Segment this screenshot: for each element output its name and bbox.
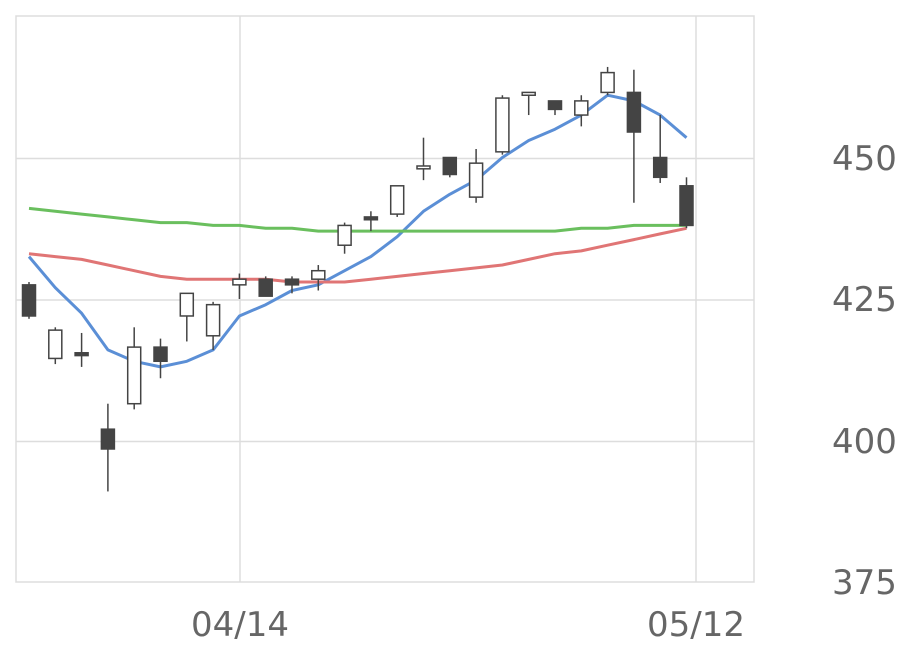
- candle: [205, 301, 221, 350]
- candle: [21, 282, 37, 319]
- candle: [600, 66, 615, 96]
- candle: [442, 156, 458, 178]
- candle-body: [442, 156, 458, 176]
- candle: [179, 292, 195, 342]
- grid: [16, 16, 754, 582]
- candle: [626, 69, 642, 203]
- candle-body: [284, 278, 300, 286]
- line-ma-long: [28, 206, 687, 233]
- x-tick-label-05-12: 05/12: [647, 605, 745, 645]
- line-ma-mid: [28, 226, 687, 284]
- candle: [48, 327, 63, 365]
- candle: [574, 95, 589, 127]
- candle: [153, 338, 168, 379]
- candle-body: [21, 284, 37, 317]
- y-tick-label-400: 400: [832, 422, 897, 462]
- candle-body: [153, 346, 168, 363]
- y-tick-label-425: 425: [832, 280, 897, 320]
- y-axis-labels: 450 425 400 375: [832, 139, 897, 603]
- plot-area: [15, 15, 755, 583]
- candle: [100, 403, 116, 492]
- candle: [363, 211, 379, 232]
- candle: [547, 100, 563, 116]
- candle: [495, 95, 510, 155]
- candle: [126, 327, 142, 410]
- candle-body: [311, 269, 326, 280]
- candle: [337, 222, 352, 254]
- candle-body: [232, 278, 247, 286]
- candle: [416, 137, 431, 181]
- candle: [284, 276, 300, 294]
- candle: [521, 91, 536, 116]
- candle-body: [416, 165, 431, 170]
- candle: [258, 276, 273, 297]
- candle-body: [258, 278, 273, 297]
- candles: [21, 66, 694, 492]
- candle-body: [363, 216, 379, 221]
- candle: [652, 115, 668, 183]
- x-axis-labels: 04/14 05/12: [191, 605, 745, 645]
- candle-body: [468, 162, 484, 198]
- candle: [468, 149, 484, 203]
- candle: [389, 185, 405, 217]
- candle: [311, 265, 326, 291]
- y-tick-label-450: 450: [832, 139, 897, 179]
- candle-body: [337, 224, 352, 246]
- candle-body: [74, 352, 89, 357]
- candle-body: [126, 346, 142, 405]
- candle: [232, 273, 247, 299]
- candle-body: [205, 303, 221, 337]
- candle: [679, 177, 694, 229]
- candle-body: [389, 185, 405, 215]
- candle-body: [100, 428, 116, 450]
- candle-body: [521, 91, 536, 96]
- candle-body: [547, 100, 563, 111]
- candle-body: [626, 91, 642, 133]
- candle-body: [179, 292, 195, 317]
- candle-body: [495, 97, 510, 153]
- y-tick-label-375: 375: [832, 563, 897, 603]
- x-tick-label-04-14: 04/14: [191, 605, 289, 645]
- candle: [74, 332, 89, 367]
- candle-body: [574, 100, 589, 116]
- candle-body: [679, 185, 694, 227]
- candle-body: [48, 329, 63, 360]
- candle-body: [600, 71, 615, 94]
- candle-body: [652, 156, 668, 179]
